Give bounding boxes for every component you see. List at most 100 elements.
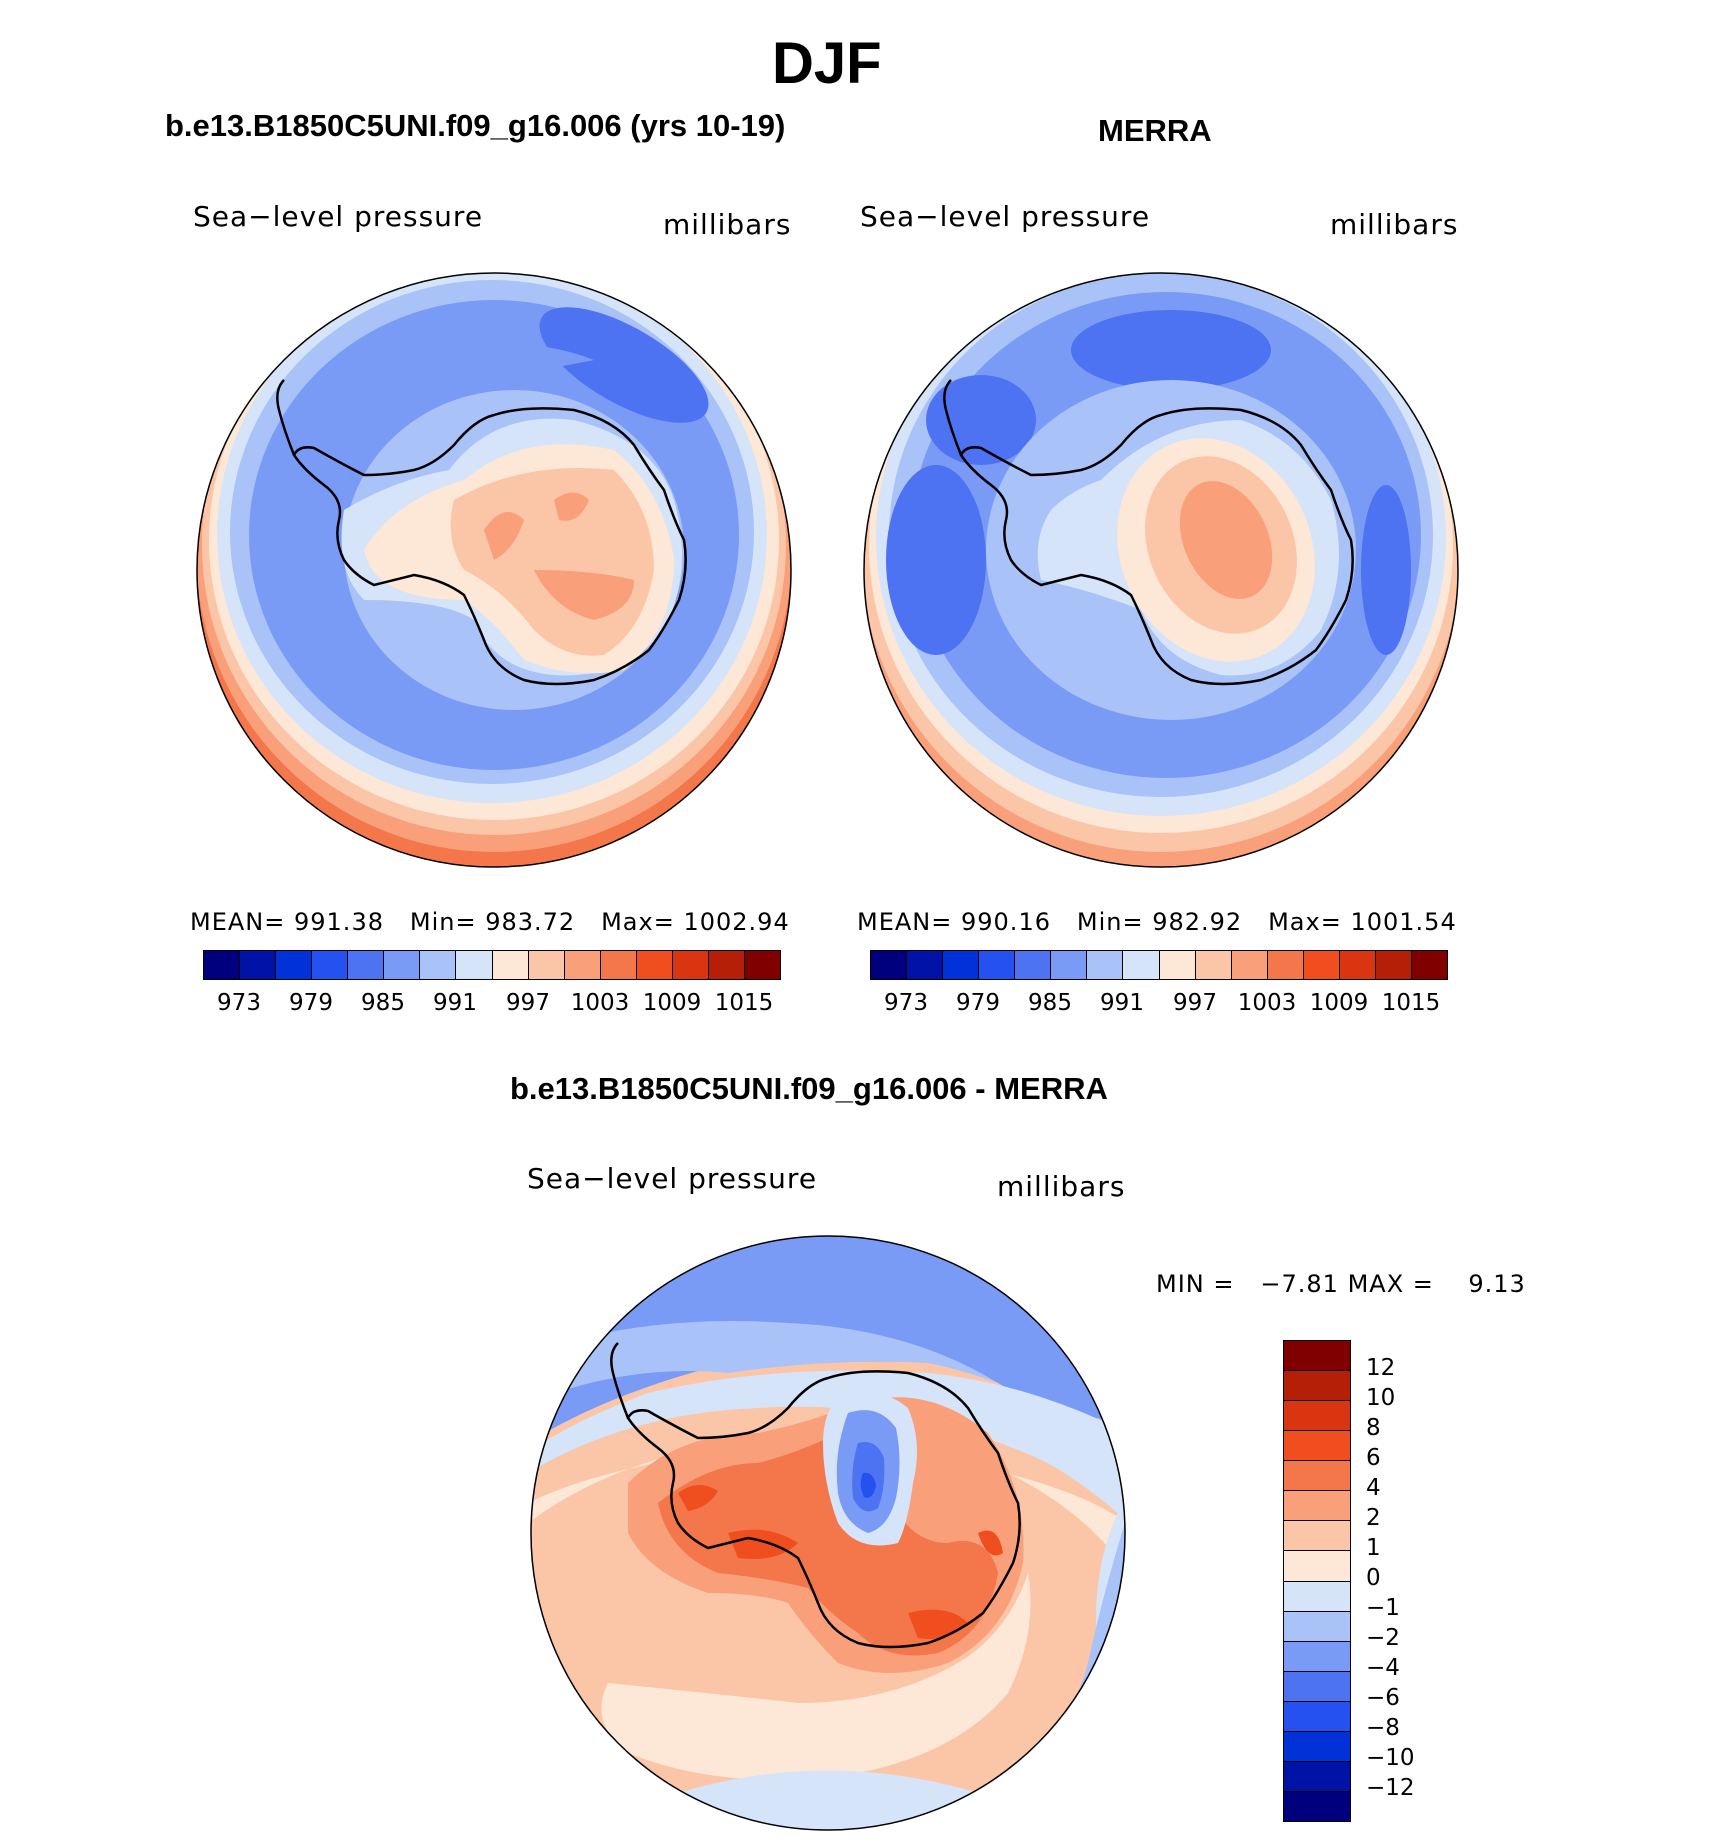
panel1-title: b.e13.B1850C5UNI.f09_g16.006 (yrs 10-19) bbox=[165, 108, 786, 143]
panel2-stats: MEAN= 990.16 Min= 982.92 Max= 1001.54 bbox=[857, 908, 1457, 936]
colorbar-swatch bbox=[384, 951, 421, 979]
colorbar-tick-label: −8 bbox=[1366, 1715, 1400, 1741]
panel2-title: MERRA bbox=[1098, 113, 1212, 148]
colorbar-swatch bbox=[1284, 1761, 1350, 1792]
panel2-min-value: 982.92 bbox=[1152, 908, 1243, 936]
diff-minmax: MIN = −7.81 MAX = 9.13 bbox=[1156, 1270, 1526, 1298]
colorbar-swatch bbox=[1284, 1791, 1350, 1821]
panel1-max-label: Max= bbox=[601, 908, 675, 936]
colorbar-swatch bbox=[492, 951, 529, 979]
colorbar-tick-label: 10 bbox=[1366, 1385, 1396, 1411]
colorbar-tick-label: 1003 bbox=[1237, 990, 1297, 1016]
colorbar-swatch bbox=[1267, 951, 1304, 979]
colorbar-tick-label: 991 bbox=[1100, 990, 1144, 1016]
colorbar-tick-label: 8 bbox=[1366, 1415, 1381, 1441]
colorbar-swatch bbox=[456, 951, 493, 979]
panel1-map bbox=[196, 272, 792, 868]
colorbar-swatch bbox=[420, 951, 457, 979]
colorbar-swatch bbox=[1284, 1371, 1350, 1402]
colorbar-swatch bbox=[1284, 1671, 1350, 1702]
colorbar-tick-label: 997 bbox=[1173, 990, 1217, 1016]
diff-title: b.e13.B1850C5UNI.f09_g16.006 - MERRA bbox=[510, 1071, 1108, 1106]
colorbar-swatch bbox=[943, 951, 980, 979]
colorbar-tick-label: 1009 bbox=[642, 990, 702, 1016]
colorbar-swatch bbox=[636, 951, 673, 979]
panel1-min-value: 983.72 bbox=[485, 908, 576, 936]
colorbar-swatch bbox=[1123, 951, 1160, 979]
panel1-mean-value: 991.38 bbox=[294, 908, 384, 936]
colorbar-tick-label: 973 bbox=[884, 990, 928, 1016]
diff-units-label: millibars bbox=[997, 1170, 1126, 1203]
colorbar-swatch bbox=[708, 951, 745, 979]
diff-max-label: MAX = bbox=[1347, 1270, 1434, 1298]
colorbar-tick-label: 6 bbox=[1366, 1445, 1381, 1471]
colorbar-swatch bbox=[1284, 1641, 1350, 1672]
diff-map bbox=[530, 1235, 1126, 1831]
colorbar-swatch bbox=[528, 951, 565, 979]
diff-antarctica-outline bbox=[626, 1370, 1021, 1649]
colorbar-tick-label: 1015 bbox=[1381, 990, 1441, 1016]
colorbar-swatch bbox=[1231, 951, 1268, 979]
diff-min-value: −7.81 bbox=[1260, 1270, 1339, 1298]
colorbar-swatch bbox=[744, 951, 780, 979]
colorbar-swatch bbox=[1284, 1701, 1350, 1732]
colorbar-tick-label: −1 bbox=[1366, 1595, 1400, 1621]
colorbar-swatch bbox=[348, 951, 385, 979]
colorbar-tick-label: 1015 bbox=[714, 990, 774, 1016]
colorbar-tick-label: 991 bbox=[433, 990, 477, 1016]
panel1-max-value: 1002.94 bbox=[683, 908, 790, 936]
panel1-stats: MEAN= 991.38 Min= 983.72 Max= 1002.94 bbox=[190, 908, 790, 936]
colorbar-tick-label: 985 bbox=[1028, 990, 1072, 1016]
colorbar-swatch bbox=[1284, 1431, 1350, 1462]
colorbar-tick-label: 979 bbox=[289, 990, 333, 1016]
colorbar-tick-label: −4 bbox=[1366, 1655, 1400, 1681]
colorbar-swatch bbox=[1284, 1521, 1350, 1552]
colorbar-tick-label: −10 bbox=[1366, 1745, 1415, 1771]
panel1-antarctica-outline bbox=[292, 407, 687, 686]
colorbar-swatch bbox=[1284, 1551, 1350, 1582]
colorbar-swatch bbox=[312, 951, 349, 979]
colorbar-swatch bbox=[204, 951, 241, 979]
panel2-map bbox=[863, 272, 1459, 868]
panel2-antarctica-outline bbox=[959, 407, 1354, 686]
colorbar-swatch bbox=[871, 951, 908, 979]
colorbar-swatch bbox=[1284, 1461, 1350, 1492]
diff-colorbar-labels: 12 10 8 6 4 2 1 0 −1 −2 −4 −6 −8 −10 −12 bbox=[1366, 1340, 1446, 1822]
colorbar-swatch bbox=[1051, 951, 1088, 979]
panel2-min-label: Min= bbox=[1076, 908, 1144, 936]
colorbar-swatch bbox=[1303, 951, 1340, 979]
panel2-mean-label: MEAN= bbox=[857, 908, 953, 936]
panel1-min-label: Min= bbox=[409, 908, 477, 936]
colorbar-swatch bbox=[1284, 1611, 1350, 1642]
colorbar-swatch bbox=[564, 951, 601, 979]
colorbar-tick-label: 979 bbox=[956, 990, 1000, 1016]
diff-variable-label: Sea−level pressure bbox=[527, 1162, 818, 1195]
colorbar-swatch bbox=[1284, 1581, 1350, 1612]
colorbar-tick-label: 12 bbox=[1366, 1355, 1396, 1381]
colorbar-tick-label: 997 bbox=[506, 990, 550, 1016]
colorbar-tick-label: −6 bbox=[1366, 1685, 1400, 1711]
colorbar-tick-label: 1 bbox=[1366, 1535, 1381, 1561]
panel2-colorbar-labels: 973 979 985 991 997 1003 1009 1015 bbox=[870, 990, 1448, 1020]
panel2-max-value: 1001.54 bbox=[1350, 908, 1457, 936]
colorbar-swatch bbox=[979, 951, 1016, 979]
panel2-colorbar bbox=[870, 950, 1448, 980]
colorbar-tick-label: 2 bbox=[1366, 1505, 1381, 1531]
figure-title: DJF bbox=[772, 31, 882, 96]
panel2-high-center bbox=[1179, 481, 1273, 599]
panel2-variable-label: Sea−level pressure bbox=[860, 200, 1151, 233]
diff-max-value: 9.13 bbox=[1468, 1270, 1526, 1298]
colorbar-swatch bbox=[672, 951, 709, 979]
colorbar-tick-label: −2 bbox=[1366, 1625, 1400, 1651]
panel2-mean-value: 990.16 bbox=[961, 908, 1051, 936]
colorbar-swatch bbox=[600, 951, 637, 979]
colorbar-swatch bbox=[1159, 951, 1196, 979]
colorbar-tick-label: −12 bbox=[1366, 1775, 1415, 1801]
colorbar-tick-label: 4 bbox=[1366, 1475, 1381, 1501]
colorbar-tick-label: 1003 bbox=[570, 990, 630, 1016]
panel1-variable-label: Sea−level pressure bbox=[193, 200, 484, 233]
colorbar-tick-label: 1009 bbox=[1309, 990, 1369, 1016]
colorbar-swatch bbox=[1339, 951, 1376, 979]
colorbar-tick-label: 985 bbox=[361, 990, 405, 1016]
colorbar-swatch bbox=[1375, 951, 1412, 979]
